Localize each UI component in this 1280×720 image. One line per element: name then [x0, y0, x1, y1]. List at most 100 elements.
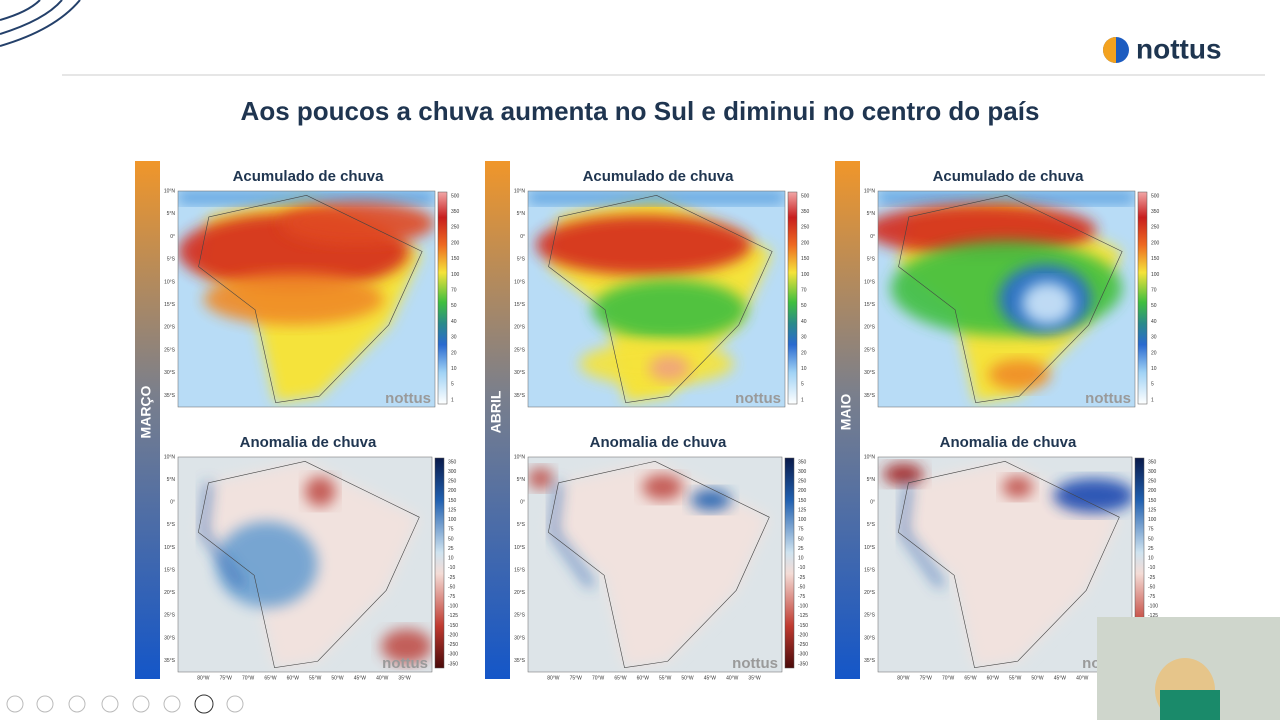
webcam-person: [1160, 690, 1220, 720]
rain-area: [528, 467, 554, 490]
toolbar-button[interactable]: [194, 694, 214, 714]
toolbar-button[interactable]: [101, 695, 119, 713]
lat-label: 10°N: [164, 188, 176, 194]
lon-label: 60°W: [287, 675, 300, 681]
coast-band: [878, 191, 1135, 204]
lat-label: 25°S: [514, 613, 526, 619]
andes: [900, 482, 944, 588]
colorbar-label: -75: [1148, 594, 1155, 600]
rain-area: [1021, 281, 1074, 325]
lat-label: 10°S: [164, 545, 176, 551]
lat-label: 10°S: [514, 279, 526, 285]
toolbar-button[interactable]: [68, 695, 86, 713]
lat-label: 5°S: [867, 522, 876, 528]
logo-icon: [1103, 37, 1116, 63]
rain-area: [1053, 478, 1132, 513]
toolbar-button[interactable]: [163, 695, 181, 713]
lon-label: 55°W: [1009, 675, 1022, 681]
land: [548, 461, 770, 668]
colorbar-label: 350: [801, 209, 810, 215]
rain-area: [883, 463, 924, 485]
colorbar-label: 10: [1148, 556, 1154, 562]
lat-label: 10°S: [864, 545, 876, 551]
lon-label: 80°W: [547, 675, 560, 681]
lon-label: 75°W: [920, 675, 933, 681]
lon-label: 75°W: [570, 675, 583, 681]
colorbar-label: 20: [1151, 350, 1157, 356]
lon-label: 45°W: [354, 675, 367, 681]
colorbar-label: 20: [451, 350, 457, 356]
coast-band: [178, 191, 435, 204]
rain-area: [592, 279, 747, 341]
lat-label: 10°S: [164, 279, 176, 285]
lat-label: 35°S: [864, 393, 876, 399]
toolbar-button[interactable]: [226, 695, 244, 713]
colorbar-label: 10: [1151, 366, 1157, 372]
colorbar-label: 30: [801, 335, 807, 341]
lon-label: 35°W: [398, 675, 411, 681]
colorbar-label: 50: [1151, 303, 1157, 309]
lat-label: 35°S: [514, 658, 526, 664]
colorbar-label: 10: [451, 366, 457, 372]
lat-label: 20°S: [864, 325, 876, 331]
colorbar-label: 25: [1148, 546, 1154, 552]
colorbar-label: -100: [1148, 604, 1158, 610]
andes: [200, 482, 244, 588]
maps: MARÇO Acumulado de chuva nottus 10°N 5°N 0° 5°…: [135, 161, 1160, 681]
rain-area: [381, 629, 432, 664]
colorbar: [1137, 191, 1148, 405]
colorbar-label: 200: [448, 488, 457, 494]
lat-label: 30°S: [164, 635, 176, 641]
colorbar-label: 500: [1151, 193, 1160, 199]
rain-area: [878, 203, 1097, 256]
map-frame: [877, 456, 1133, 673]
lat-label: 0°: [870, 500, 875, 506]
lon-label: 70°W: [942, 675, 955, 681]
colorbar-label: -200: [798, 632, 808, 638]
map-title: Anomalia de chuva: [590, 434, 727, 451]
colorbar-label: 70: [1151, 287, 1157, 293]
colorbar-label: -125: [1148, 613, 1158, 619]
colorbar-label: -250: [448, 642, 458, 648]
colorbar-label: 50: [798, 536, 804, 542]
colorbar-label: -125: [448, 613, 458, 619]
lat-label: 30°S: [514, 635, 526, 641]
colorbar-label: 250: [1148, 479, 1157, 485]
colorbar-label: 150: [451, 256, 460, 262]
toolbar-button[interactable]: [132, 695, 150, 713]
rain-area: [648, 355, 690, 382]
lat-label: 10°N: [164, 454, 176, 460]
lat-label: 20°S: [514, 325, 526, 331]
toolbar-button[interactable]: [6, 695, 24, 713]
lat-label: 35°S: [164, 393, 176, 399]
month-bar: [485, 161, 510, 679]
lon-label: 35°W: [748, 675, 761, 681]
colorbar-label: 100: [801, 272, 810, 278]
toolbar-button[interactable]: [36, 695, 54, 713]
colorbar-label: 30: [451, 335, 457, 341]
month-label: ABRIL: [488, 390, 504, 433]
lat-label: 15°S: [864, 302, 876, 308]
lon-label: 50°W: [1031, 675, 1044, 681]
toolbar: [6, 694, 244, 714]
rain-area: [988, 359, 1051, 390]
lat-label: 15°S: [514, 302, 526, 308]
lat-label: 5°N: [867, 211, 876, 217]
lat-label: 5°N: [867, 477, 876, 483]
colorbar-label: 5: [801, 382, 804, 388]
colorbar-label: 200: [451, 240, 460, 246]
colorbar-label: 100: [1148, 517, 1157, 523]
colorbar-label: 25: [448, 546, 454, 552]
lat-label: 20°S: [164, 325, 176, 331]
borders: [897, 460, 1120, 669]
colorbar-label: -100: [798, 604, 808, 610]
colorbar-label: -200: [448, 632, 458, 638]
colorbar-label: -10: [1148, 565, 1155, 571]
colorbar-label: 100: [451, 272, 460, 278]
map: [878, 191, 1135, 407]
map-frame: [177, 190, 436, 408]
colorbar-label: 350: [798, 459, 807, 465]
lon-label: 80°W: [197, 675, 210, 681]
lat-label: 30°S: [164, 370, 176, 376]
colorbar-label: -125: [798, 613, 808, 619]
